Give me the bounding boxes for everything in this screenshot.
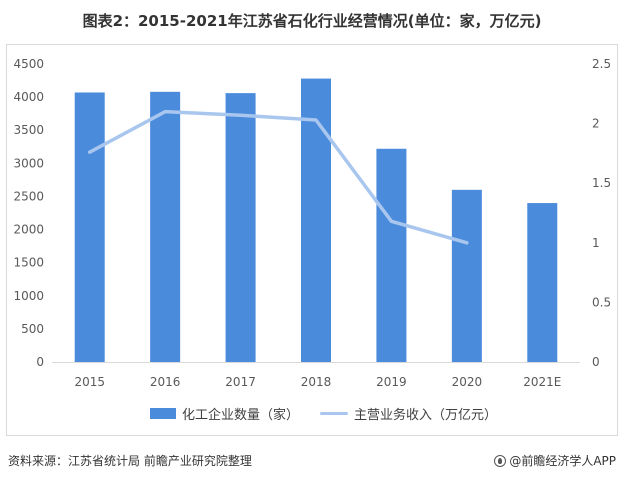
y-left-tick-label: 0 [36,355,44,369]
y-left-tick-label: 3500 [13,123,44,137]
y-left-tick-label: 4500 [13,57,44,71]
legend-label-bar: 化工企业数量（家） [182,408,300,423]
y-right-tick-label: 0 [592,355,600,369]
x-tick-label: 2018 [301,375,332,389]
brand-logo-icon [494,454,507,467]
x-tick-label: 2017 [225,375,256,389]
y-left-tick-label: 500 [21,322,44,336]
brand-text: @前瞻经济学人APP [509,454,616,468]
y-right-tick-label: 0.5 [592,295,611,309]
source-note: 资料来源：江苏省统计局 前瞻产业研究院整理 [8,454,252,468]
y-right-tick-label: 2.5 [592,57,611,71]
x-tick-label: 2016 [150,375,181,389]
y-left-tick-label: 1500 [13,256,44,270]
x-tick-label: 2015 [74,375,105,389]
y-right-tick-label: 1.5 [592,176,611,190]
y-left-tick-label: 1000 [13,289,44,303]
revenue-line [87,109,469,245]
legend-item-bar: 化工企业数量（家） [150,404,299,423]
legend: 化工企业数量（家） 主营业务收入（万亿元） [0,404,624,424]
x-tick-label: 2019 [376,375,407,389]
bar [225,93,256,362]
bar [301,78,331,363]
bar [150,91,181,363]
y-left-tick-label: 2000 [13,223,44,237]
legend-swatch-bar [150,408,176,419]
bar [451,189,482,362]
x-tick-label: 2021E [523,375,561,389]
y-right-tick-label: 2 [592,117,600,131]
bar [376,148,407,362]
bar [527,203,558,362]
legend-item-line: 主营业务收入（万亿元） [320,404,497,423]
legend-label-line: 主营业务收入（万亿元） [354,408,498,423]
y-right-tick-label: 1 [592,236,600,250]
brand: @前瞻经济学人APP [494,452,616,469]
footer: 资料来源：江苏省统计局 前瞻产业研究院整理 @前瞻经济学人APP [8,452,616,472]
x-tick-label: 2020 [452,375,483,389]
y-left-tick-label: 2500 [13,189,44,203]
bar [74,92,105,362]
chart-title: 图表2：2015-2021年江苏省石化行业经营情况(单位：家，万亿元) [82,12,542,30]
y-left-tick-label: 3000 [13,156,44,170]
y-left-tick-label: 4000 [13,90,44,104]
legend-swatch-line [320,412,348,415]
chart-frame [6,44,618,436]
